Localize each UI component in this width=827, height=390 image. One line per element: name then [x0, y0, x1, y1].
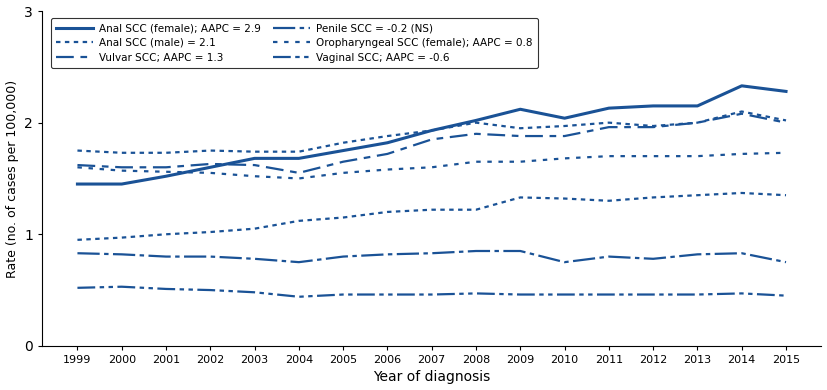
Y-axis label: Rate (no. of cases per 100,000): Rate (no. of cases per 100,000) — [6, 80, 18, 278]
X-axis label: Year of diagnosis: Year of diagnosis — [373, 370, 490, 385]
Legend: Anal SCC (female); AAPC = 2.9, Anal SCC (male) = 2.1, Vulvar SCC; AAPC = 1.3, Pe: Anal SCC (female); AAPC = 2.9, Anal SCC … — [51, 18, 538, 68]
